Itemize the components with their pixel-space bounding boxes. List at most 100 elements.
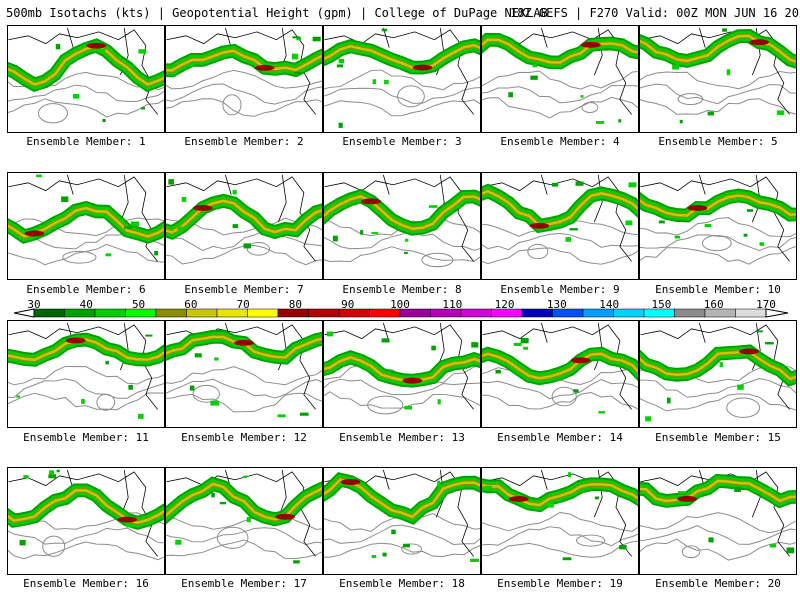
isotach-speckle xyxy=(404,251,408,255)
colorbar-swatch xyxy=(399,308,431,318)
jet-max-core xyxy=(117,516,138,523)
isotach-speckle xyxy=(19,539,26,546)
height-contour xyxy=(324,99,480,117)
colorbar-tick-label: 80 xyxy=(288,298,303,311)
isotach-speckle xyxy=(737,384,744,390)
isotach-band xyxy=(166,482,322,521)
height-contour-loop xyxy=(96,393,116,411)
height-contour xyxy=(640,71,796,90)
height-contour xyxy=(640,217,796,237)
height-contour-loop xyxy=(62,250,97,264)
height-contour-loop xyxy=(367,395,404,415)
isotach-speckle xyxy=(189,385,195,391)
isotach-speckle xyxy=(312,36,321,42)
height-contour xyxy=(640,234,796,252)
jet-stream-map xyxy=(482,174,638,265)
height-contour xyxy=(324,87,480,104)
isotach-band xyxy=(8,334,164,365)
colorbar-tick-label: 90 xyxy=(341,298,355,311)
isotach-speckle xyxy=(130,221,140,227)
isotach-speckle xyxy=(49,470,55,475)
jet-stream-map xyxy=(640,322,796,422)
colorbar-arrow-left xyxy=(13,308,35,318)
isotach-band xyxy=(482,189,638,228)
ensemble-member-map xyxy=(165,320,323,428)
jet-stream-map xyxy=(8,469,164,561)
height-contour-loop xyxy=(397,85,425,108)
jet-max-core xyxy=(234,339,254,346)
isotach-band xyxy=(640,350,796,381)
isotach-speckle xyxy=(243,475,248,479)
height-contour xyxy=(324,229,480,251)
isotach-speckle xyxy=(704,224,712,228)
isotach-speckle xyxy=(154,250,159,256)
isotach-speckle xyxy=(551,182,559,187)
jet-stream-map xyxy=(482,469,638,561)
height-contour xyxy=(482,85,638,104)
ensemble-member-map xyxy=(481,467,639,575)
ensemble-member-map xyxy=(481,172,639,280)
ensemble-member-label: Ensemble Member: 17 xyxy=(181,577,307,590)
jet-stream-map xyxy=(482,27,638,124)
isotach-speckle xyxy=(181,196,187,202)
height-contour xyxy=(8,84,164,102)
isotach-speckle xyxy=(645,416,651,422)
ensemble-member-map xyxy=(323,467,481,575)
isotach-band xyxy=(482,352,638,380)
isotach-speckle xyxy=(746,209,754,212)
isotach-speckle xyxy=(575,181,584,186)
isotach-speckle xyxy=(757,330,763,333)
isotach-speckle xyxy=(594,496,600,500)
height-contour-loop xyxy=(581,102,599,114)
height-contour xyxy=(640,98,796,115)
isotach-speckle xyxy=(177,226,185,231)
ensemble-member-label: Ensemble Member: 16 xyxy=(23,577,149,590)
isotach-speckle xyxy=(277,414,286,418)
ensemble-member-map xyxy=(481,25,639,133)
header-title: 500mb Isotachs (kts) | Geopotential Heig… xyxy=(6,6,548,20)
colorbar-swatch xyxy=(277,308,309,318)
jet-stream-map xyxy=(166,322,322,418)
isotach-speckle xyxy=(232,224,239,229)
ensemble-member-label: Ensemble Member: 8 xyxy=(342,283,462,296)
jet-max-core xyxy=(412,64,433,71)
height-contour xyxy=(482,70,638,90)
map-header: 500mb Isotachs (kts) | Geopotential Heig… xyxy=(6,6,800,20)
isotach-speckle xyxy=(105,253,112,257)
isotach-speckle xyxy=(210,400,219,406)
ensemble-member-map xyxy=(7,172,165,280)
isotach-band xyxy=(640,34,796,63)
ensemble-member-label: Ensemble Member: 6 xyxy=(26,283,146,296)
jet-stream-map xyxy=(166,469,322,564)
jet-stream-map xyxy=(640,27,796,124)
height-contour xyxy=(166,392,322,413)
isotach-speckle xyxy=(138,49,147,54)
height-contour xyxy=(324,524,480,545)
colorbar-swatch xyxy=(94,308,126,318)
isotach-speckle xyxy=(294,71,301,74)
ensemble-member-map xyxy=(7,320,165,428)
height-contour xyxy=(8,527,164,545)
isotach-speckle xyxy=(769,544,777,548)
ensemble-member-map xyxy=(7,467,165,575)
height-contour xyxy=(482,511,638,532)
height-contour xyxy=(166,83,322,105)
colorbar-swatch xyxy=(430,308,462,318)
isotach-speckle xyxy=(61,196,69,203)
isotach-speckle xyxy=(214,357,219,361)
colorbar-tick-label: 50 xyxy=(131,298,146,311)
isotach-speckle xyxy=(513,342,522,347)
ensemble-member-map xyxy=(165,467,323,575)
ensemble-member-map xyxy=(639,320,797,428)
isotach-speckle xyxy=(168,179,174,185)
isotach-speckle xyxy=(666,397,671,404)
ensemble-member-map xyxy=(481,320,639,428)
ensemble-member-map xyxy=(7,25,165,133)
isotach-speckle xyxy=(719,362,723,368)
height-contour xyxy=(166,513,322,530)
isotach-speckle xyxy=(73,93,79,99)
isotach-speckle xyxy=(219,501,226,505)
colorbar-swatch xyxy=(64,308,96,318)
height-contour-loop xyxy=(216,526,249,549)
isotach-speckle xyxy=(23,475,29,479)
